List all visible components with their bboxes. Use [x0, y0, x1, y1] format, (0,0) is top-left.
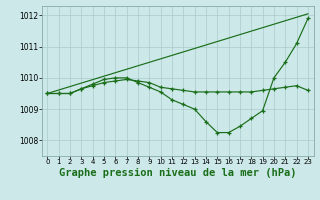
X-axis label: Graphe pression niveau de la mer (hPa): Graphe pression niveau de la mer (hPa) [59, 168, 296, 178]
